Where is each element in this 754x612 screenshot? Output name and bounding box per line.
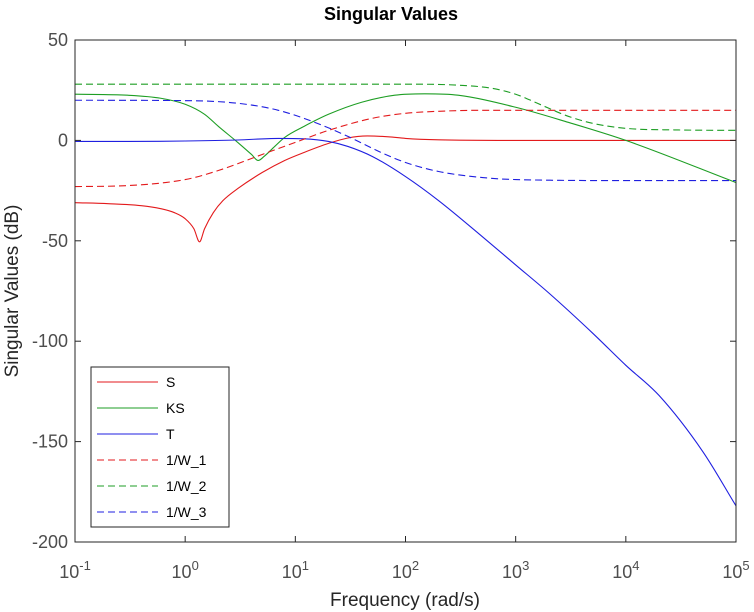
plot-area-border bbox=[74, 39, 737, 543]
legend-label-3: T bbox=[166, 426, 175, 442]
legend-label-5: 1/W_2 bbox=[166, 478, 207, 494]
series-line-5 bbox=[75, 83, 736, 131]
legend-label-4: 1/W_1 bbox=[166, 452, 207, 468]
svg-text:104: 104 bbox=[612, 558, 639, 582]
series-line-2 bbox=[75, 93, 736, 184]
x-tick-label-1: 100 bbox=[172, 558, 199, 582]
legend-box bbox=[90, 366, 230, 528]
svg-text:102: 102 bbox=[392, 558, 419, 582]
x-tick-label-5: 104 bbox=[612, 558, 639, 582]
svg-text:105: 105 bbox=[722, 558, 749, 582]
svg-text:101: 101 bbox=[282, 558, 309, 582]
series-line-6 bbox=[75, 99, 736, 182]
legend-label-6: 1/W_3 bbox=[166, 504, 207, 520]
chart-title: Singular Values bbox=[324, 4, 458, 24]
series-line-3 bbox=[75, 137, 736, 507]
x-tick-label-0: 10-1 bbox=[59, 558, 91, 582]
x-tick-label-3: 102 bbox=[392, 558, 419, 582]
y-tick-label-2: -100 bbox=[32, 331, 68, 351]
series-layer bbox=[75, 83, 736, 507]
series-line-1 bbox=[75, 135, 736, 243]
y-axis-title: Singular Values (dB) bbox=[2, 205, 23, 378]
x-axis-title: Frequency (rad/s) bbox=[330, 590, 480, 611]
y-tick-label-5: 50 bbox=[48, 30, 68, 50]
legend-label-2: KS bbox=[166, 400, 185, 416]
y-tick-label-0: -200 bbox=[32, 532, 68, 552]
y-tick-label-3: -50 bbox=[42, 231, 68, 251]
y-tick-label-1: -150 bbox=[32, 432, 68, 452]
legend-label-1: S bbox=[166, 374, 175, 390]
x-tick-label-6: 105 bbox=[722, 558, 749, 582]
svg-text:100: 100 bbox=[172, 558, 199, 582]
ticks-layer: 10-1 100 101 102 103 104 105 -200 -150 -100 -50 0 50 bbox=[32, 30, 750, 582]
x-tick-label-4: 103 bbox=[502, 558, 529, 582]
legend: S KS T 1/W_1 1/W_2 1/W_3 bbox=[90, 366, 230, 528]
svg-text:103: 103 bbox=[502, 558, 529, 582]
y-tick-label-4: 0 bbox=[58, 130, 68, 150]
series-line-4 bbox=[75, 109, 736, 188]
svg-text:10-1: 10-1 bbox=[59, 558, 91, 582]
x-tick-label-2: 101 bbox=[282, 558, 309, 582]
